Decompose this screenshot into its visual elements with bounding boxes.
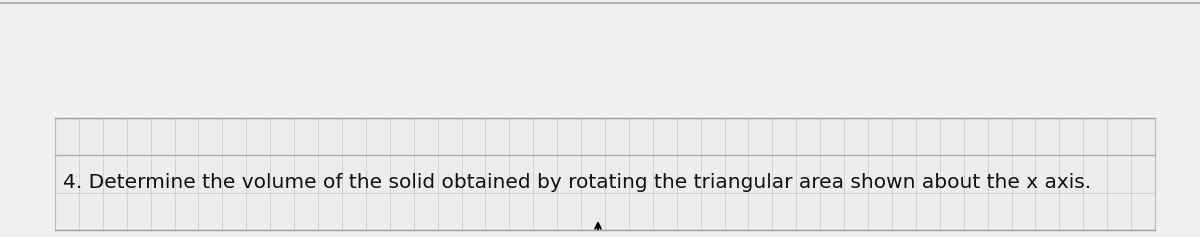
Text: 4. Determine the volume of the solid obtained by rotating the triangular area sh: 4. Determine the volume of the solid obt… bbox=[64, 173, 1091, 191]
Bar bbox=[55, 118, 1154, 230]
